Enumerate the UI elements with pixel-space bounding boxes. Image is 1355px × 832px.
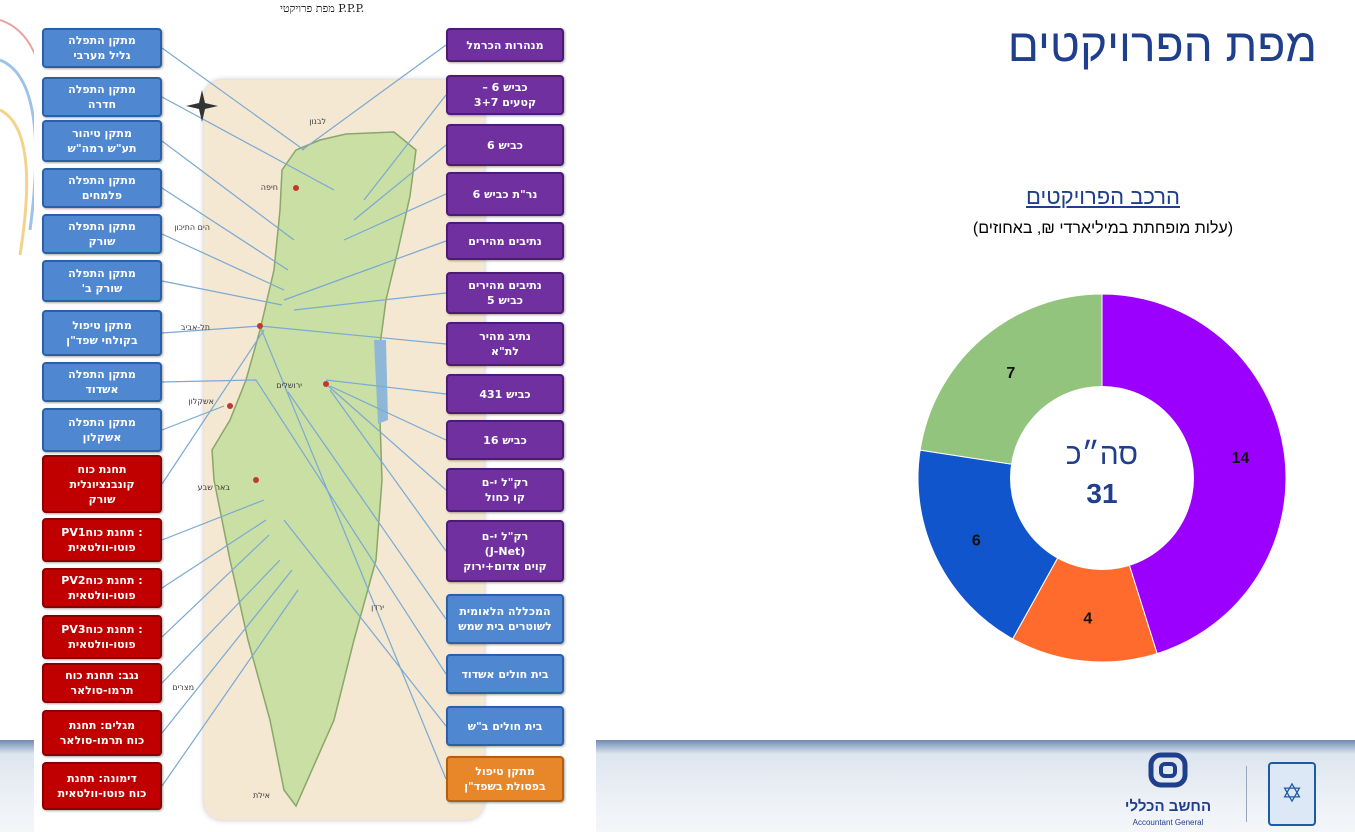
- map-box-right-light-rail-jnet: רק"ל י-ם (J-Net) קוים אדום+ירוק: [446, 520, 564, 582]
- map-box-right-fast-lanes-road5: נתיבים מהירים כביש 5: [446, 272, 564, 314]
- city-dot-tel-aviv: [257, 323, 263, 329]
- city-dot-jerusalem: [323, 381, 329, 387]
- map-box-right-light-rail-red: רק"ל י-ם קו כחול: [446, 468, 564, 512]
- map-box-left-pv2: : תחנת כוחPV2 פוטו-וולטאית: [42, 568, 162, 608]
- map-label-jordan: ירדן: [371, 603, 384, 612]
- connector-line: [161, 379, 257, 383]
- connector-line: [161, 233, 285, 291]
- connector-line: [325, 379, 447, 395]
- map-box-right-road6-sections: כביש 6 – קטעים 3+7: [446, 75, 564, 115]
- map-box-left-ramat-hasharon: מתקן טיהור תע"ש רמה"ש: [42, 120, 162, 162]
- connector-line: [161, 187, 289, 271]
- donut-slice-0: [1101, 293, 1287, 655]
- logo-english-text: Accountant General: [1132, 818, 1204, 827]
- connector-line: [161, 325, 261, 334]
- connector-line: [329, 389, 447, 552]
- map-label-egypt: מצרים: [172, 683, 194, 692]
- connector-line: [363, 94, 447, 201]
- map-box-left-soreq-b: מתקן התפלה שורק ב': [42, 260, 162, 302]
- map-label-eilat: אילת: [253, 791, 270, 800]
- page-title: מפת הפרויקטים: [1007, 19, 1317, 71]
- map-title: מפת פרויקטי P.P.P.: [280, 2, 365, 15]
- map-box-left-soreq-power: תחנת כוח קונבנציונלית שורק: [42, 455, 162, 513]
- logo-mark-icon: [1148, 752, 1188, 788]
- slice-value-label-2: 6: [972, 533, 981, 550]
- map-box-right-police-academy: המכללה הלאומית לשוטרים בית שמש: [446, 594, 564, 644]
- connector-line: [161, 559, 281, 684]
- connector-line: [259, 325, 447, 780]
- connector-line: [301, 44, 447, 151]
- total-label: סה״כ: [1065, 438, 1139, 471]
- map-box-right-fast-lanes: נתיבים מהירים: [446, 222, 564, 260]
- map-box-left-hadera: מתקן התפלה חדרה: [42, 77, 162, 117]
- connector-line: [161, 519, 267, 589]
- map-label-jerusalem: ירושלים: [276, 381, 302, 390]
- city-dot-haifa: [293, 185, 299, 191]
- map-box-right-ashdod-hospital: בית חולים אשדוד: [446, 654, 564, 694]
- map-drawing: לבנון הים התיכון מצרים ירדן חיפה תל-אביב ירושל…: [161, 44, 447, 808]
- map-box-right-road6: כביש 6: [446, 124, 564, 166]
- connector-line: [161, 329, 265, 485]
- logo-divider: [1246, 766, 1247, 822]
- slice-value-label-0: 14: [1231, 450, 1249, 467]
- connector-line: [259, 325, 447, 345]
- map-box-left-galil-maaravi: מתקן התפלה גליל מערבי: [42, 28, 162, 68]
- map-box-left-soreq: מתקן התפלה שורק: [42, 214, 162, 254]
- projects-map-panel: מפת פרויקטי P.P.P. לבנון הים התיכון מצרים י…: [34, 0, 596, 832]
- chart-title: הרכב הפרויקטים: [1026, 184, 1180, 209]
- connector-line: [283, 240, 447, 301]
- map-box-left-kolchi-shafdan: מתקן טיפול בקולחי שפד"ן: [42, 310, 162, 356]
- total-value: 31: [1086, 478, 1118, 509]
- map-box-right-fast-lane-ta: נתיב מהיר לת"א: [446, 322, 564, 366]
- map-box-left-pv1: : תחנת כוחPV1 פוטו-וולטאית: [42, 518, 162, 562]
- connector-line: [161, 140, 295, 241]
- map-label-sea: הים התיכון: [174, 223, 210, 232]
- city-dot-ashkelon: [227, 403, 233, 409]
- map-label-haifa: חיפה: [261, 183, 278, 192]
- connector-line: [161, 280, 283, 306]
- chart-subtitle: (עלות מופחתת במיליארדי ₪, באחוזים): [972, 220, 1234, 237]
- connector-line: [161, 589, 299, 787]
- connector-line: [283, 519, 447, 727]
- connector-line: [255, 379, 447, 675]
- map-box-right-road16: כביש 16: [446, 420, 564, 460]
- connector-line: [161, 405, 225, 431]
- slice-value-label-3: 7: [1006, 365, 1015, 382]
- map-label-lebanon: לבנון: [309, 117, 326, 126]
- map-label-ashkelon: אשקלון: [188, 397, 214, 406]
- map-box-right-road6-north: נר"ת כביש 6: [446, 172, 564, 216]
- connector-line: [287, 391, 447, 620]
- connector-line: [353, 144, 447, 221]
- map-box-right-carmel-tunnels: מנהרות הכרמל: [446, 28, 564, 62]
- connector-line: [161, 96, 335, 191]
- connector-line: [161, 47, 305, 151]
- connector-line: [329, 385, 447, 441]
- compass-icon: [186, 90, 218, 122]
- connector-line: [161, 499, 265, 541]
- map-box-left-dimona: דימונה: תחנת כוח פוטו-וולטאית: [42, 762, 162, 810]
- map-label-beer-sheva: באר שבע: [198, 483, 231, 492]
- map-box-right-shafdan-sludge: מתקן טיפול בפסולת בשפד"ן: [446, 756, 564, 802]
- connector-line: [293, 292, 447, 311]
- state-emblem-icon: ✡: [1268, 762, 1316, 826]
- city-dot-beer-sheva: [253, 477, 259, 483]
- accountant-general-logo: החשב הכללי Accountant General ✡: [1118, 752, 1318, 828]
- map-box-left-pv3: : תחנת כוחPV3 פוטו-וולטאית: [42, 615, 162, 659]
- connector-line: [161, 534, 270, 638]
- map-box-left-negev-thermo: נגב: תחנת כוח תרמו-סולאר: [42, 663, 162, 703]
- map-box-left-ashkelon-desal: מתקן התפלה אשקלון: [42, 408, 162, 452]
- map-box-right-road431: כביש 431: [446, 374, 564, 414]
- map-label-tel-aviv: תל-אביב: [181, 323, 210, 332]
- map-box-left-palmachim: מתקן התפלה פלמחים: [42, 168, 162, 208]
- connector-line: [343, 193, 447, 241]
- logo-hebrew-text: החשב הכללי: [1124, 798, 1212, 815]
- map-box-right-beer-sheva-hospital: בית חולים ב"ש: [446, 706, 564, 746]
- map-box-left-ashdod-desal: מתקן התפלה אשדוד: [42, 362, 162, 402]
- connector-line: [161, 569, 293, 734]
- slice-value-label-1: 4: [1083, 610, 1092, 627]
- connector-line: [325, 383, 447, 491]
- map-box-left-megalim: מגלים: תחנת כוח תרמו-סולאר: [42, 710, 162, 756]
